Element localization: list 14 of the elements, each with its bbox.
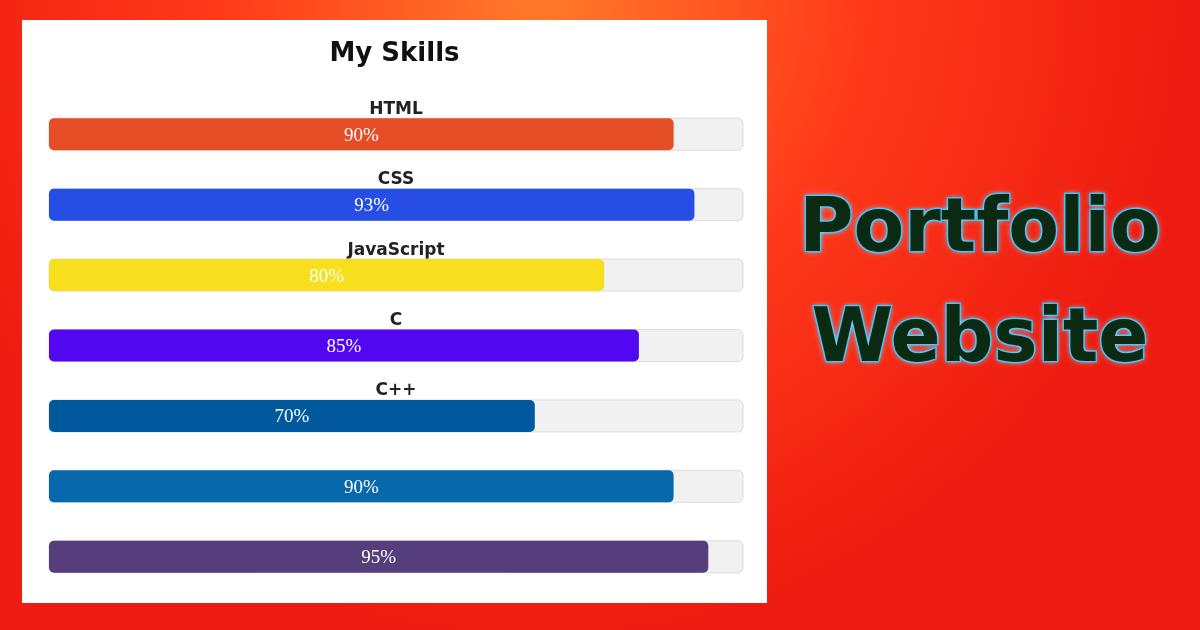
y-tick-label: HTML	[369, 97, 423, 118]
data-label: 80%	[309, 264, 345, 286]
data-label: 70%	[274, 405, 310, 427]
data-label: 95%	[361, 546, 397, 568]
y-tick-label: C	[389, 309, 403, 329]
data-label: 85%	[326, 335, 362, 356]
y-tick-label: C++	[375, 379, 417, 400]
chart-title: My Skills	[329, 37, 460, 67]
y-tick-label: JavaScript	[346, 238, 445, 259]
data-label: 90%	[343, 123, 379, 145]
data-label: 90%	[343, 475, 379, 497]
data-label: 93%	[354, 194, 390, 216]
text: Portfolio Website	[798, 181, 1162, 380]
y-tick-label: CSS	[377, 168, 415, 189]
